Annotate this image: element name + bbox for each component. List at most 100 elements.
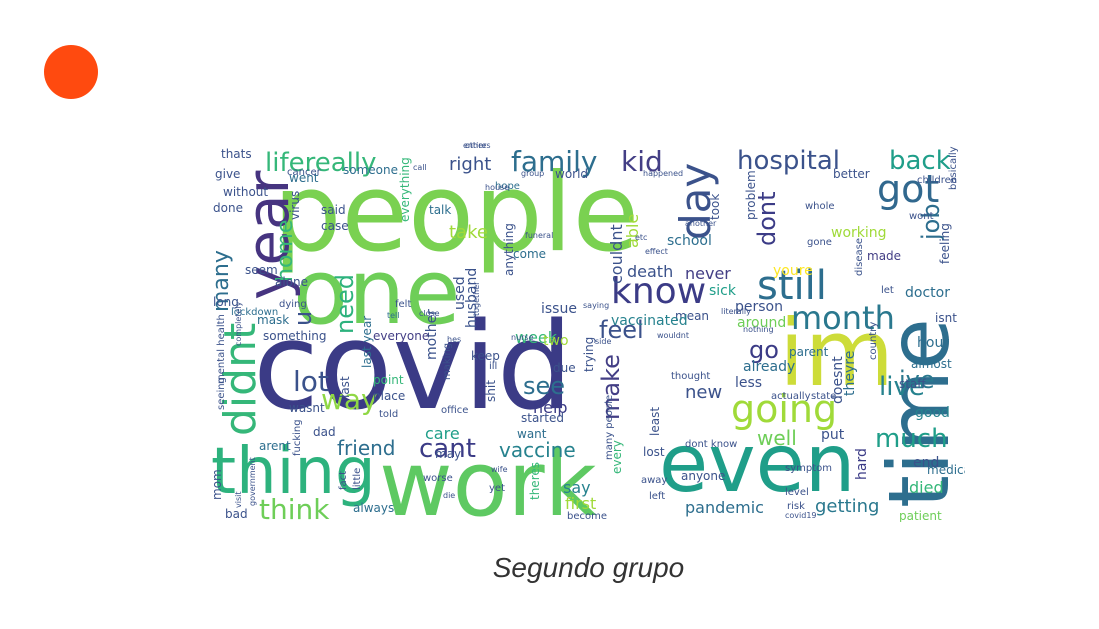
cloud-word: people bbox=[273, 151, 640, 276]
cloud-word: end bbox=[913, 455, 940, 471]
cloud-word: parent bbox=[789, 345, 829, 359]
cloud-word: making bbox=[442, 342, 453, 380]
cloud-word: office bbox=[441, 405, 469, 416]
cloud-word: want bbox=[517, 427, 547, 441]
cloud-word: bad bbox=[225, 507, 248, 521]
cloud-word: already bbox=[743, 359, 796, 375]
cloud-word: may bbox=[435, 447, 462, 461]
cloud-word: long bbox=[213, 295, 239, 309]
cloud-word: etc bbox=[635, 233, 648, 242]
cloud-word: done bbox=[213, 201, 243, 215]
cloud-word: much bbox=[875, 424, 948, 454]
cloud-word: new bbox=[685, 382, 723, 403]
cloud-word: together bbox=[472, 281, 481, 316]
cloud-word: feel bbox=[599, 316, 644, 344]
cloud-word: house bbox=[485, 183, 510, 192]
cloud-word: mean bbox=[675, 309, 710, 323]
cloud-word: doctor bbox=[905, 285, 950, 301]
cloud-word: country bbox=[868, 321, 879, 360]
cloud-word: mental health bbox=[216, 314, 227, 384]
cloud-word: theres bbox=[528, 462, 542, 500]
cloud-word: dont bbox=[753, 191, 781, 246]
cloud-word: hes bbox=[447, 335, 462, 344]
cloud-word: become bbox=[567, 511, 608, 522]
orange-dot-icon bbox=[44, 45, 98, 99]
cloud-word: getting bbox=[815, 496, 880, 517]
cloud-word: put bbox=[821, 427, 845, 443]
cloud-word: see bbox=[523, 372, 566, 400]
cloud-word: mom bbox=[210, 469, 224, 500]
cloud-word: something bbox=[263, 329, 327, 343]
cloud-word: hope bbox=[495, 181, 520, 192]
cloud-word: thing bbox=[211, 435, 376, 509]
cloud-word: call bbox=[413, 163, 427, 172]
cloud-word: cancer bbox=[287, 167, 321, 178]
cloud-word: month bbox=[791, 299, 895, 337]
cloud-word: told bbox=[379, 409, 399, 420]
cloud-word: well bbox=[757, 426, 797, 450]
cloud-word: still bbox=[757, 263, 827, 309]
cloud-word: staff bbox=[899, 377, 926, 391]
cloud-word: wasnt bbox=[289, 401, 325, 415]
cloud-word: mask bbox=[257, 313, 290, 327]
cloud-word: hard bbox=[854, 448, 870, 480]
cloud-word: lifereally bbox=[265, 148, 377, 178]
cloud-word: even bbox=[659, 417, 856, 510]
cloud-word: care bbox=[425, 424, 460, 443]
cloud-word: went bbox=[289, 171, 319, 185]
cloud-word: said bbox=[321, 203, 346, 217]
cloud-word: less bbox=[735, 375, 763, 391]
cloud-word: lost bbox=[643, 445, 665, 459]
cloud-word: two bbox=[543, 333, 569, 349]
cloud-word: symptom bbox=[785, 463, 832, 474]
cloud-word: happened bbox=[643, 169, 684, 178]
cloud-word: come bbox=[513, 247, 547, 261]
cloud-word: live bbox=[879, 372, 925, 402]
cloud-word: able bbox=[623, 213, 642, 248]
cloud-word: arent bbox=[259, 439, 291, 453]
cloud-word: place bbox=[373, 389, 406, 403]
cloud-word: worse bbox=[423, 473, 453, 484]
cloud-word: everything bbox=[398, 157, 412, 222]
cloud-word: im bbox=[779, 300, 895, 407]
cloud-word: always bbox=[353, 501, 395, 515]
cloud-word: risk bbox=[787, 501, 805, 512]
cloud-word: alone bbox=[275, 275, 309, 289]
cloud-word: completely bbox=[234, 301, 243, 346]
cloud-word: good bbox=[915, 405, 950, 421]
cloud-word: around bbox=[737, 315, 787, 331]
cloud-word: vaccine bbox=[499, 438, 576, 462]
cloud-word: government bbox=[248, 457, 257, 506]
cloud-word: made bbox=[867, 249, 902, 263]
cloud-word: started bbox=[521, 411, 564, 425]
cloud-word: one bbox=[293, 240, 461, 345]
cloud-word: someone bbox=[343, 163, 398, 177]
cloud-word: left bbox=[649, 491, 666, 502]
cloud-word: nurse bbox=[511, 333, 534, 342]
cloud-word: cant bbox=[419, 434, 476, 464]
cloud-word: died bbox=[909, 478, 944, 497]
cloud-word: dying bbox=[279, 299, 307, 310]
cloud-word: thats bbox=[221, 147, 252, 161]
cloud-word: another bbox=[685, 219, 717, 228]
cloud-word: lockdown bbox=[231, 307, 279, 318]
cloud-word: nothing bbox=[743, 325, 774, 334]
cloud-word: case bbox=[321, 219, 349, 233]
cloud-word: need bbox=[331, 274, 359, 334]
cloud-word: fucking bbox=[292, 419, 303, 456]
cloud-word: trying bbox=[582, 336, 596, 372]
cloud-word: let bbox=[881, 285, 894, 296]
cloud-word: covid bbox=[253, 298, 573, 437]
cloud-word: u bbox=[289, 310, 317, 326]
cloud-word: almost bbox=[911, 357, 952, 371]
cloud-word: take bbox=[449, 222, 488, 243]
cloud-word: group bbox=[521, 169, 545, 178]
cloud-word: covid19 bbox=[785, 511, 817, 520]
cloud-word: wouldnt bbox=[657, 331, 690, 340]
cloud-word: visit bbox=[234, 491, 243, 508]
cloud-word: theyre bbox=[842, 350, 858, 396]
cloud-word: took bbox=[708, 193, 722, 220]
cloud-word: wont bbox=[909, 211, 934, 222]
cloud-word: patient bbox=[899, 509, 942, 522]
cloud-word: little bbox=[352, 467, 363, 490]
